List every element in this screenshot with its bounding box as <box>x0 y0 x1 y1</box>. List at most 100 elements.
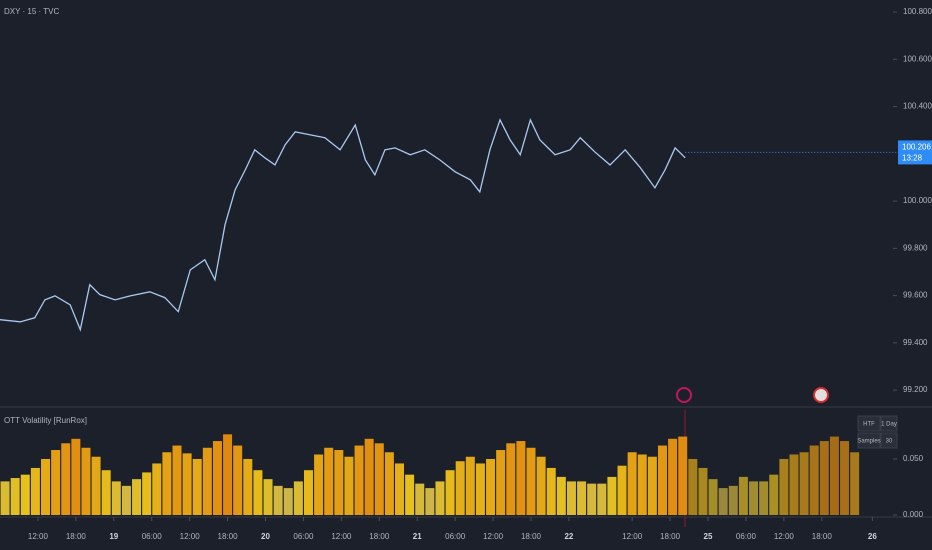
bar <box>10 478 20 515</box>
bar <box>799 452 809 515</box>
event-icon[interactable] <box>676 387 692 403</box>
bar <box>759 481 769 515</box>
bar <box>718 488 728 515</box>
x-tick-label: 20 <box>261 532 270 541</box>
bar <box>617 465 627 515</box>
bar <box>395 463 405 515</box>
last-price-label: 100.206 <box>902 143 931 152</box>
bar <box>384 452 394 515</box>
y-tick-label: 99.800 <box>903 243 928 252</box>
bar <box>91 456 101 515</box>
bar <box>546 467 556 515</box>
bar <box>162 452 172 515</box>
bar <box>212 441 222 515</box>
bar <box>51 450 61 515</box>
bar <box>111 481 121 515</box>
bar <box>223 434 233 515</box>
x-tick-label: 21 <box>413 532 422 541</box>
bar <box>425 488 435 515</box>
bar <box>749 481 759 515</box>
bar <box>647 456 657 515</box>
y-tick-label: 100.600 <box>903 54 932 63</box>
x-tick-label: 12:00 <box>180 532 201 541</box>
x-tick-label: 19 <box>109 532 118 541</box>
table-cell <box>880 415 898 432</box>
bar <box>597 483 607 515</box>
bar <box>233 445 243 515</box>
bar <box>364 438 374 515</box>
bar <box>496 450 506 515</box>
bar <box>374 443 384 515</box>
bar <box>121 485 131 515</box>
table-text: Samples <box>857 439 880 445</box>
event-icon[interactable] <box>813 387 829 403</box>
bar <box>657 445 667 515</box>
bar <box>273 485 283 515</box>
bar <box>152 463 162 515</box>
bar <box>142 472 152 515</box>
bar <box>243 458 253 515</box>
bar <box>61 443 71 515</box>
bar <box>172 445 182 515</box>
bar <box>30 467 40 515</box>
bar <box>71 438 81 515</box>
chart-title: DXY · 15 · TVC <box>4 7 60 16</box>
x-tick-label: 12:00 <box>28 532 49 541</box>
y-tick-label: 99.200 <box>903 385 928 394</box>
table-cell <box>880 432 898 449</box>
bar <box>0 481 10 515</box>
bar <box>132 479 142 515</box>
bar <box>566 481 576 515</box>
bar <box>627 452 637 515</box>
bar <box>344 456 354 515</box>
x-tick-label: 06:00 <box>293 532 314 541</box>
x-tick-label: 06:00 <box>736 532 757 541</box>
bar <box>324 447 334 515</box>
y-tick-label: 100.000 <box>903 196 932 205</box>
x-tick-label: 18:00 <box>66 532 87 541</box>
y-tick-label: 0.000 <box>903 510 924 519</box>
bar <box>283 488 293 515</box>
x-tick-label: 06:00 <box>142 532 163 541</box>
y-tick-label: 100.400 <box>903 102 932 111</box>
bar <box>850 452 860 515</box>
table-text: 1 Day <box>881 422 897 428</box>
bar <box>435 481 445 515</box>
bar <box>607 476 617 515</box>
bar <box>587 483 597 515</box>
bar <box>779 458 789 515</box>
y-tick-label: 99.400 <box>903 338 928 347</box>
bar <box>41 458 51 515</box>
x-tick-label: 22 <box>564 532 573 541</box>
bar <box>819 441 829 515</box>
bar <box>81 447 91 515</box>
bar <box>303 470 313 515</box>
bar <box>314 454 324 515</box>
bar <box>668 438 678 515</box>
y-tick-label: 99.600 <box>903 291 928 300</box>
x-tick-label: 12:00 <box>622 532 643 541</box>
price-line <box>0 117 686 332</box>
bar <box>809 445 819 515</box>
bar <box>263 479 273 515</box>
bar <box>789 454 799 515</box>
bar <box>192 458 202 515</box>
bar <box>445 470 455 515</box>
bar <box>637 454 647 515</box>
bar <box>577 481 587 515</box>
bar <box>20 474 30 515</box>
indicator-title: OTT Volatility [RunRox] <box>4 416 87 425</box>
x-tick-label: 18:00 <box>521 532 542 541</box>
last-price-box <box>898 140 932 165</box>
x-tick-label: 25 <box>704 532 713 541</box>
x-tick-label: 12:00 <box>483 532 504 541</box>
bar <box>415 483 425 515</box>
countdown: 13:28 <box>902 154 923 163</box>
bar <box>334 450 344 515</box>
table-text: 30 <box>886 439 893 445</box>
bar <box>829 436 839 515</box>
bar <box>202 447 212 515</box>
bar <box>455 461 465 515</box>
